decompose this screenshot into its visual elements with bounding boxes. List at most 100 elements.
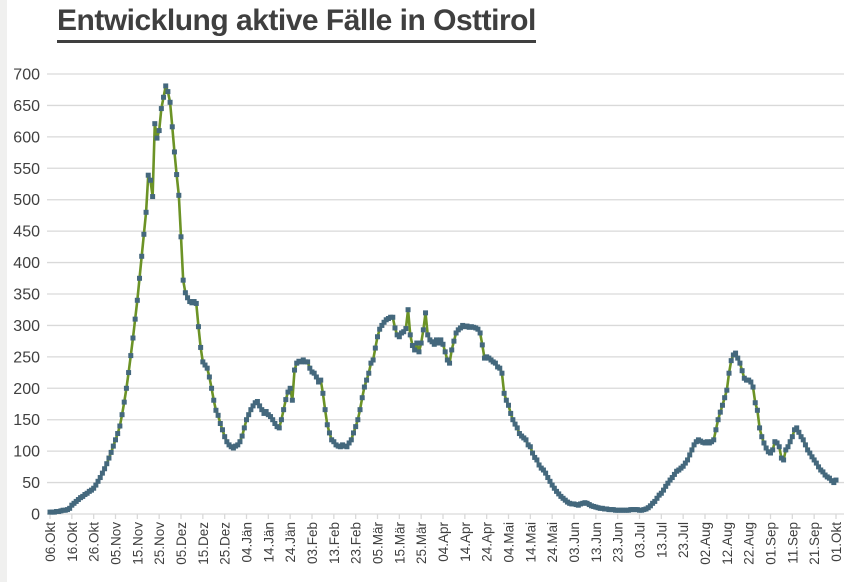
data-point-marker	[687, 452, 693, 458]
data-point-marker	[219, 427, 225, 433]
data-point-marker	[244, 417, 249, 423]
data-point-marker	[104, 461, 110, 467]
data-point-marker	[375, 334, 380, 340]
data-point-marker	[165, 89, 171, 95]
data-point-marker	[418, 340, 424, 346]
data-point-marker	[248, 407, 254, 413]
data-point-marker	[423, 310, 429, 316]
data-point-marker	[401, 329, 407, 335]
y-axis-tick-label: 700	[13, 67, 40, 84]
data-point-marker	[783, 447, 789, 453]
data-point-marker	[516, 431, 522, 437]
data-point-marker	[453, 330, 459, 336]
data-point-marker	[754, 407, 760, 413]
x-axis-tick-label: 25.Mär	[414, 522, 429, 565]
x-axis-tick-label: 04.Mai	[502, 522, 517, 563]
data-point-marker	[781, 457, 787, 463]
data-point-marker	[499, 370, 505, 376]
data-point-marker	[661, 487, 667, 493]
data-point-marker	[167, 99, 173, 105]
data-point-marker	[141, 231, 147, 237]
data-point-marker	[263, 409, 269, 415]
data-point-marker	[372, 345, 378, 351]
data-point-marker	[126, 370, 132, 376]
data-point-marker	[774, 440, 780, 446]
data-point-marker	[305, 359, 311, 365]
data-point-marker	[259, 407, 265, 413]
x-axis-tick-label: 03.Jul	[633, 522, 648, 558]
x-axis-tick-label: 13.Jun	[589, 522, 604, 563]
data-point-marker	[353, 424, 359, 430]
y-axis-tick-label: 600	[13, 129, 40, 146]
data-point-marker	[663, 483, 669, 489]
data-point-marker	[357, 407, 363, 413]
data-point-marker	[554, 488, 560, 494]
data-point-marker	[117, 423, 123, 429]
data-point-marker	[551, 485, 557, 491]
data-point-marker	[433, 337, 439, 343]
data-point-marker	[724, 387, 730, 393]
data-point-marker	[403, 326, 409, 332]
data-point-marker	[195, 324, 201, 330]
data-point-marker	[145, 172, 151, 178]
data-point-marker	[685, 457, 691, 463]
x-axis-tick-label: 14.Mai	[523, 522, 538, 563]
y-axis-tick-label: 0	[31, 507, 40, 524]
data-point-marker	[178, 234, 184, 240]
data-point-marker	[543, 470, 549, 476]
data-point-marker	[748, 379, 754, 385]
data-point-marker	[180, 277, 186, 283]
data-point-marker	[796, 429, 802, 435]
x-axis-tick-label: 05.Nov	[109, 522, 124, 565]
data-point-marker	[647, 503, 653, 509]
data-point-marker	[534, 457, 540, 463]
data-point-marker	[444, 357, 450, 363]
data-point-marker	[198, 344, 204, 350]
data-point-marker	[169, 124, 175, 130]
data-point-marker	[447, 360, 453, 366]
data-point-marker	[97, 475, 103, 481]
data-point-marker	[728, 358, 734, 364]
data-point-marker	[235, 442, 241, 448]
data-point-marker	[215, 412, 221, 418]
x-axis-tick-label: 21.Sep	[807, 522, 822, 565]
data-point-marker	[350, 430, 356, 436]
data-point-marker	[276, 425, 282, 431]
data-point-marker	[154, 135, 160, 141]
data-point-marker	[715, 417, 721, 423]
data-point-marker	[254, 398, 260, 404]
data-point-marker	[239, 433, 245, 439]
data-point-marker	[479, 342, 485, 348]
data-point-marker	[457, 325, 463, 331]
data-point-marker	[514, 425, 520, 431]
data-point-marker	[798, 434, 804, 440]
x-axis-tick-label: 06.Okt	[43, 522, 58, 562]
data-point-marker	[139, 253, 145, 259]
data-point-marker	[425, 332, 431, 338]
x-axis-tick-label: 23.Jun	[611, 522, 626, 563]
data-point-marker	[268, 414, 274, 420]
data-point-marker	[475, 326, 481, 332]
data-point-marker	[257, 403, 263, 409]
data-point-marker	[477, 330, 483, 336]
data-point-marker	[689, 447, 695, 453]
data-point-marker	[768, 450, 773, 456]
data-point-marker	[285, 389, 291, 395]
x-axis-tick-label: 24.Mai	[545, 522, 560, 563]
data-point-marker	[735, 355, 741, 361]
data-point-marker	[733, 350, 739, 356]
x-axis-tick-label: 12.Aug	[720, 522, 735, 565]
data-point-marker	[794, 425, 800, 431]
data-point-marker	[438, 337, 444, 343]
data-point-marker	[532, 454, 538, 460]
y-axis-tick-label: 150	[13, 412, 40, 429]
data-point-marker	[510, 417, 516, 423]
data-point-marker	[545, 475, 551, 481]
data-point-marker	[93, 482, 99, 488]
data-point-marker	[359, 395, 365, 401]
data-point-marker	[770, 447, 776, 453]
data-point-marker	[110, 443, 116, 449]
x-axis-tick-label: 23.Feb	[349, 522, 364, 564]
data-point-marker	[396, 334, 402, 340]
